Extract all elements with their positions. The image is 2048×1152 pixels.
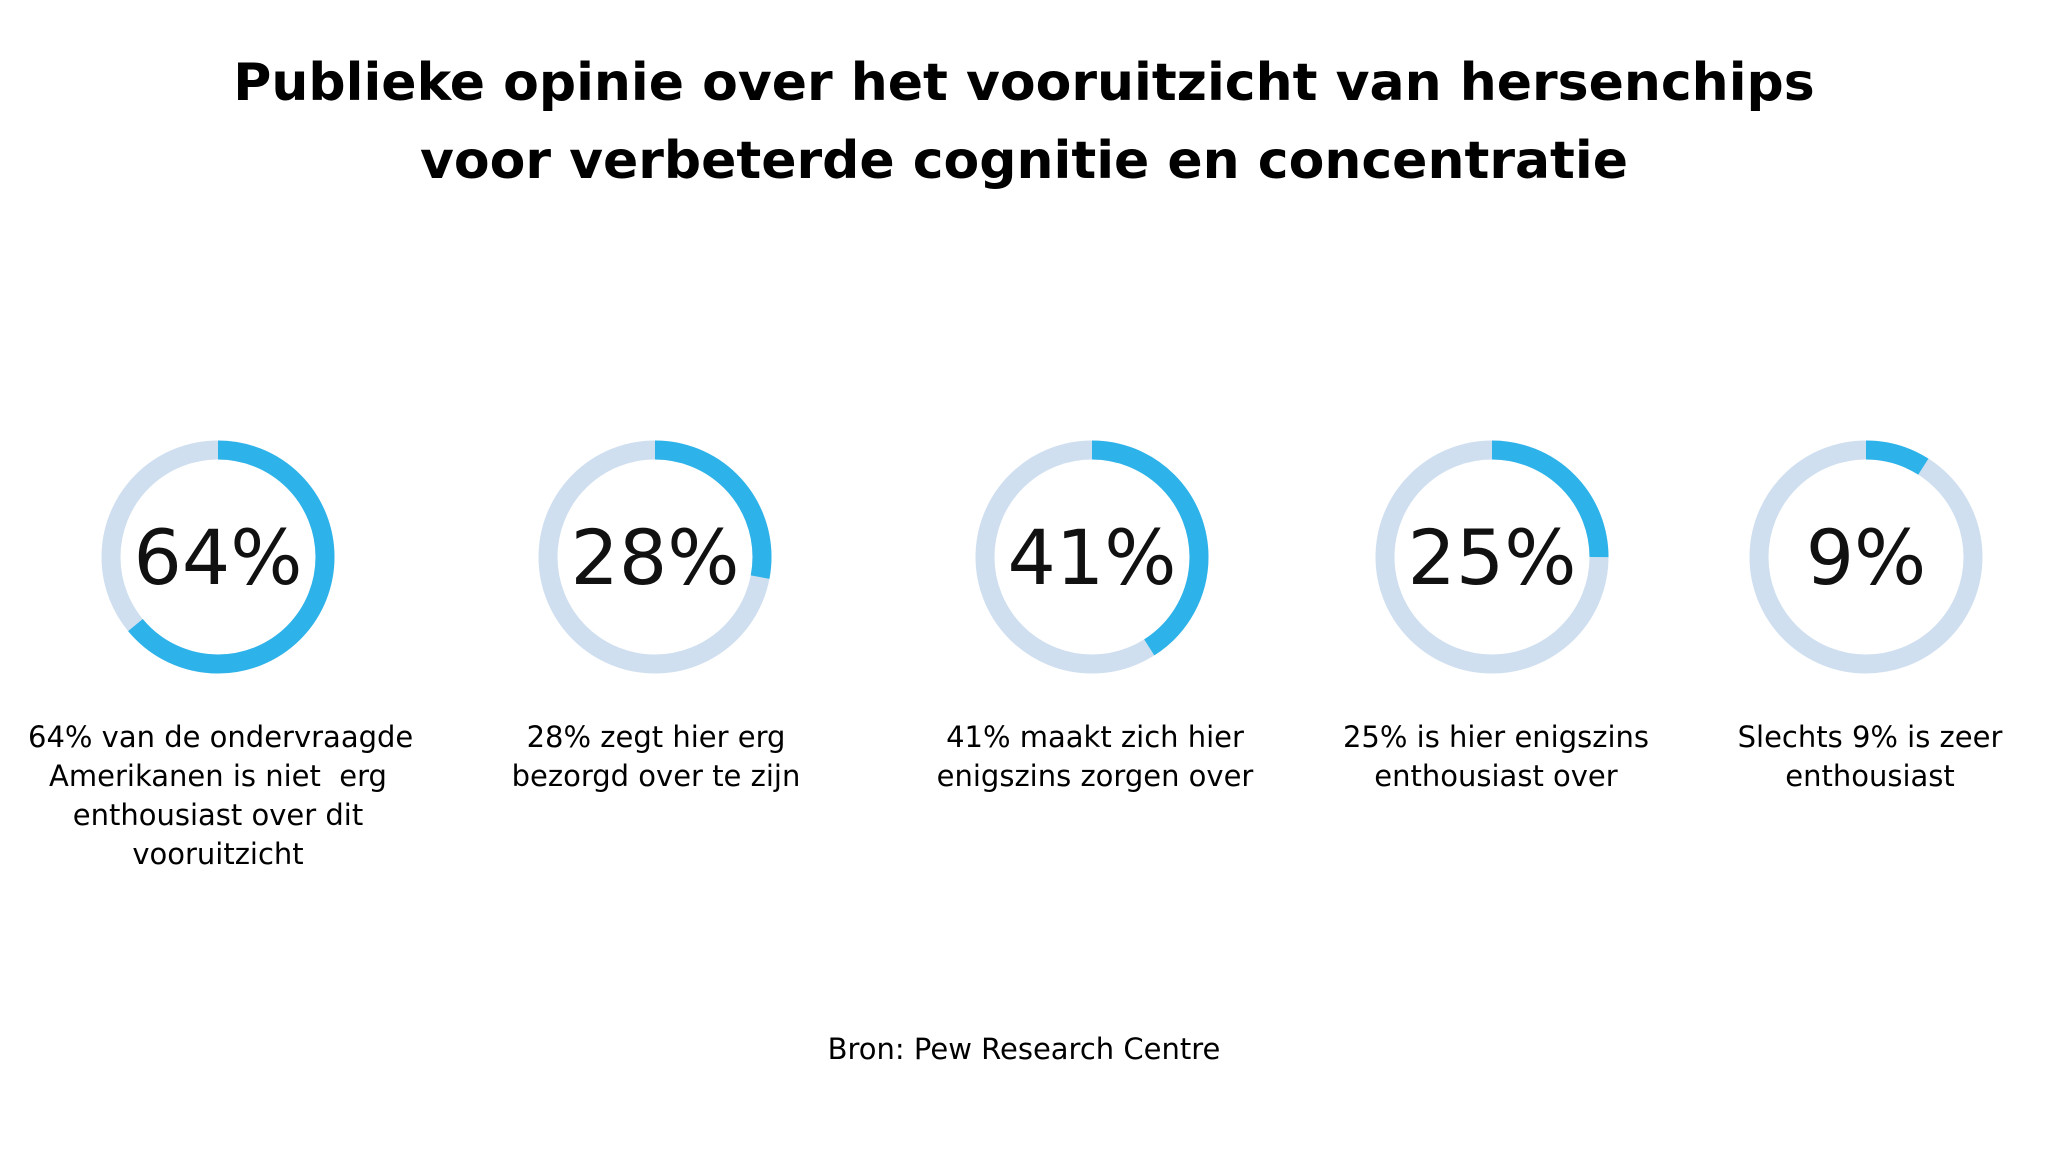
donut-1-arc bbox=[101, 440, 335, 674]
donut-2-value-label: 28% bbox=[571, 513, 740, 602]
caption-1-line-4: vooruitzicht bbox=[132, 837, 304, 871]
donut-3: 41% bbox=[975, 440, 1209, 674]
donut-2: 28% bbox=[538, 440, 772, 674]
chart-title-line-1: Publieke opinie over het vooruitzicht va… bbox=[233, 53, 1815, 113]
caption-5-line-1: Slechts 9% is zeer bbox=[1737, 720, 2003, 754]
caption-1-line-2: Amerikanen is niet erg bbox=[49, 759, 387, 793]
caption-1: 64% van de ondervraagde Amerikanen is ni… bbox=[28, 718, 414, 874]
chart-title: Publieke opinie over het vooruitzicht va… bbox=[0, 44, 2048, 200]
donut-3-arc bbox=[975, 440, 1209, 674]
caption-3: 41% maakt zich hier enigszins zorgen ove… bbox=[905, 718, 1285, 796]
caption-3-line-2: enigszins zorgen over bbox=[936, 759, 1254, 793]
chart-title-line-2: voor verbeterde cognitie en concentratie bbox=[419, 131, 1629, 191]
donut-4-value-label: 25% bbox=[1408, 513, 1577, 602]
caption-3-line-1: 41% maakt zich hier bbox=[946, 720, 1244, 754]
donut-4-arc bbox=[1375, 440, 1609, 674]
donut-1: 64% bbox=[101, 440, 335, 674]
caption-5: Slechts 9% is zeer enthousiast bbox=[1680, 718, 2048, 796]
donut-5-value-label: 9% bbox=[1806, 513, 1927, 602]
caption-4: 25% is hier enigszins enthousiast over bbox=[1306, 718, 1686, 796]
caption-1-line-3: enthousiast over dit bbox=[72, 798, 364, 832]
donut-2-arc bbox=[538, 440, 772, 674]
caption-2-line-2: bezorgd over te zijn bbox=[511, 759, 801, 793]
source-note: Bron: Pew Research Centre bbox=[827, 1032, 1221, 1066]
donut-1-value-label: 64% bbox=[134, 513, 303, 602]
caption-5-line-2: enthousiast bbox=[1785, 759, 1955, 793]
donut-4: 25% bbox=[1375, 440, 1609, 674]
donut-5-arc bbox=[1749, 440, 1983, 674]
donut-5: 9% bbox=[1749, 440, 1983, 674]
caption-4-line-1: 25% is hier enigszins bbox=[1342, 720, 1650, 754]
donut-3-value-label: 41% bbox=[1008, 513, 1177, 602]
caption-2-line-1: 28% zegt hier erg bbox=[526, 720, 786, 754]
caption-2: 28% zegt hier erg bezorgd over te zijn bbox=[466, 718, 846, 796]
caption-4-line-2: enthousiast over bbox=[1374, 759, 1618, 793]
caption-1-line-1: 64% van de ondervraagde bbox=[28, 720, 414, 754]
